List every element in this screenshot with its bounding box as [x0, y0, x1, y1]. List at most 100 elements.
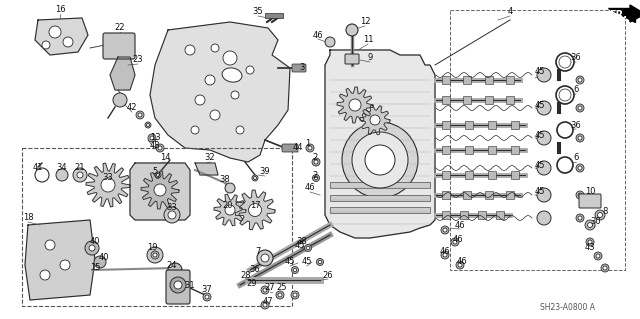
- Circle shape: [170, 277, 186, 293]
- Circle shape: [308, 146, 312, 150]
- Text: FR.: FR.: [609, 10, 627, 20]
- Text: 46: 46: [305, 183, 316, 192]
- Circle shape: [537, 68, 551, 82]
- Circle shape: [443, 253, 447, 257]
- Text: 21: 21: [75, 164, 85, 173]
- Text: 46: 46: [440, 248, 451, 256]
- Bar: [463, 96, 471, 104]
- FancyBboxPatch shape: [292, 64, 306, 72]
- Bar: [442, 76, 450, 84]
- Circle shape: [578, 136, 582, 140]
- Polygon shape: [86, 163, 130, 207]
- Circle shape: [191, 126, 199, 134]
- Text: 13: 13: [150, 132, 160, 142]
- Circle shape: [89, 245, 95, 251]
- Polygon shape: [25, 220, 95, 300]
- Bar: [465, 171, 473, 179]
- Circle shape: [576, 191, 584, 199]
- Polygon shape: [236, 190, 275, 230]
- Circle shape: [45, 240, 55, 250]
- Bar: [488, 171, 496, 179]
- Circle shape: [158, 146, 162, 150]
- Text: 32: 32: [205, 153, 215, 162]
- Bar: [511, 121, 519, 129]
- Bar: [450, 10, 625, 270]
- Circle shape: [291, 266, 298, 273]
- Text: 23: 23: [132, 56, 143, 64]
- Circle shape: [154, 184, 166, 196]
- Circle shape: [195, 95, 205, 105]
- Circle shape: [151, 251, 159, 259]
- Circle shape: [559, 89, 571, 101]
- Circle shape: [441, 226, 449, 234]
- Circle shape: [306, 144, 314, 152]
- Text: 6: 6: [573, 85, 579, 94]
- Circle shape: [578, 166, 582, 170]
- Circle shape: [157, 174, 159, 176]
- Circle shape: [293, 293, 297, 297]
- Polygon shape: [214, 194, 246, 226]
- Circle shape: [578, 193, 582, 197]
- Text: 45: 45: [285, 257, 295, 266]
- Circle shape: [557, 122, 573, 138]
- Circle shape: [145, 122, 151, 128]
- Text: 46: 46: [313, 31, 323, 40]
- Bar: [442, 211, 450, 219]
- Text: 7: 7: [255, 248, 260, 256]
- Text: 29: 29: [247, 278, 257, 287]
- Text: 45: 45: [535, 188, 545, 197]
- Circle shape: [261, 301, 269, 309]
- Text: 45: 45: [535, 68, 545, 77]
- Bar: [330, 182, 430, 188]
- Text: 8: 8: [602, 207, 608, 217]
- Circle shape: [537, 101, 551, 115]
- Circle shape: [349, 99, 361, 111]
- Polygon shape: [630, 5, 640, 22]
- Circle shape: [588, 222, 593, 227]
- FancyBboxPatch shape: [579, 194, 601, 208]
- Text: 45: 45: [535, 160, 545, 169]
- Circle shape: [576, 134, 584, 142]
- Circle shape: [56, 169, 68, 181]
- Circle shape: [443, 228, 447, 232]
- Bar: [506, 191, 514, 199]
- Circle shape: [346, 24, 358, 36]
- Circle shape: [365, 145, 395, 175]
- Text: 3: 3: [300, 63, 305, 72]
- Circle shape: [441, 251, 449, 259]
- Circle shape: [586, 238, 594, 246]
- Circle shape: [576, 164, 584, 172]
- Text: 5: 5: [152, 167, 157, 176]
- Text: 46: 46: [457, 257, 467, 266]
- Circle shape: [223, 51, 237, 65]
- Text: 37: 37: [202, 286, 212, 294]
- Circle shape: [101, 178, 115, 192]
- Circle shape: [312, 174, 319, 182]
- Circle shape: [174, 281, 182, 289]
- Circle shape: [603, 266, 607, 270]
- Bar: [465, 121, 473, 129]
- Circle shape: [136, 111, 144, 119]
- Text: 15: 15: [90, 263, 100, 272]
- Circle shape: [537, 211, 551, 225]
- Text: 1: 1: [305, 138, 310, 147]
- Circle shape: [248, 204, 262, 217]
- Bar: [511, 146, 519, 154]
- Text: 36: 36: [571, 121, 581, 130]
- Text: 45: 45: [535, 100, 545, 109]
- Circle shape: [211, 44, 219, 52]
- Circle shape: [293, 268, 297, 272]
- Bar: [488, 121, 496, 129]
- Text: 38: 38: [220, 175, 230, 184]
- Circle shape: [314, 160, 318, 164]
- Bar: [488, 146, 496, 154]
- Circle shape: [576, 214, 584, 222]
- Circle shape: [257, 250, 273, 266]
- Text: 25: 25: [276, 284, 287, 293]
- Text: 40: 40: [90, 238, 100, 247]
- Circle shape: [40, 270, 50, 280]
- Circle shape: [307, 246, 310, 250]
- Circle shape: [225, 183, 235, 193]
- Circle shape: [85, 241, 99, 255]
- Circle shape: [147, 123, 150, 127]
